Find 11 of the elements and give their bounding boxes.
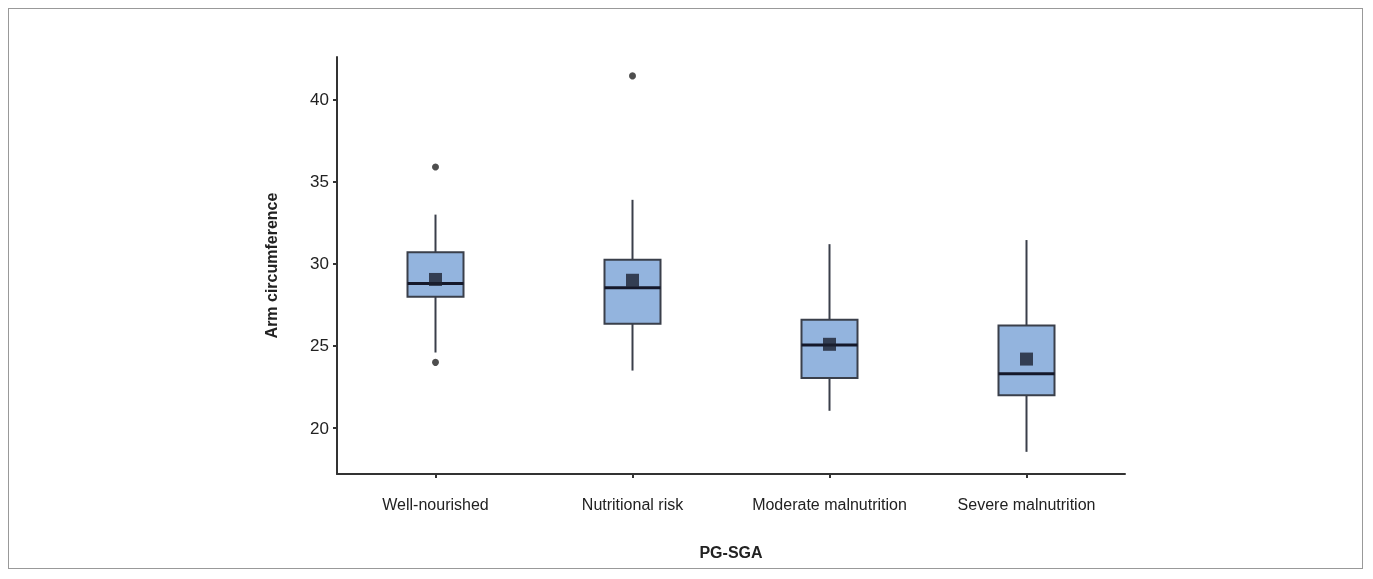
x-tick-label: Nutritional risk xyxy=(581,495,685,513)
y-tick-label: 25 xyxy=(310,336,329,356)
x-tick-label: Well-nourished xyxy=(382,495,489,513)
y-tick-label: 30 xyxy=(310,254,329,274)
y-tick-label: 35 xyxy=(310,172,329,192)
x-axis-title: PG-SGA xyxy=(699,543,763,561)
x-tick-label: Moderate malnutrition xyxy=(752,495,907,513)
y-tick-label: 20 xyxy=(310,418,329,438)
y-tick-label: 40 xyxy=(310,90,329,110)
x-tick-label: Severe malnutrition xyxy=(957,495,1096,513)
y-axis-title: Arm circumference xyxy=(262,192,280,339)
